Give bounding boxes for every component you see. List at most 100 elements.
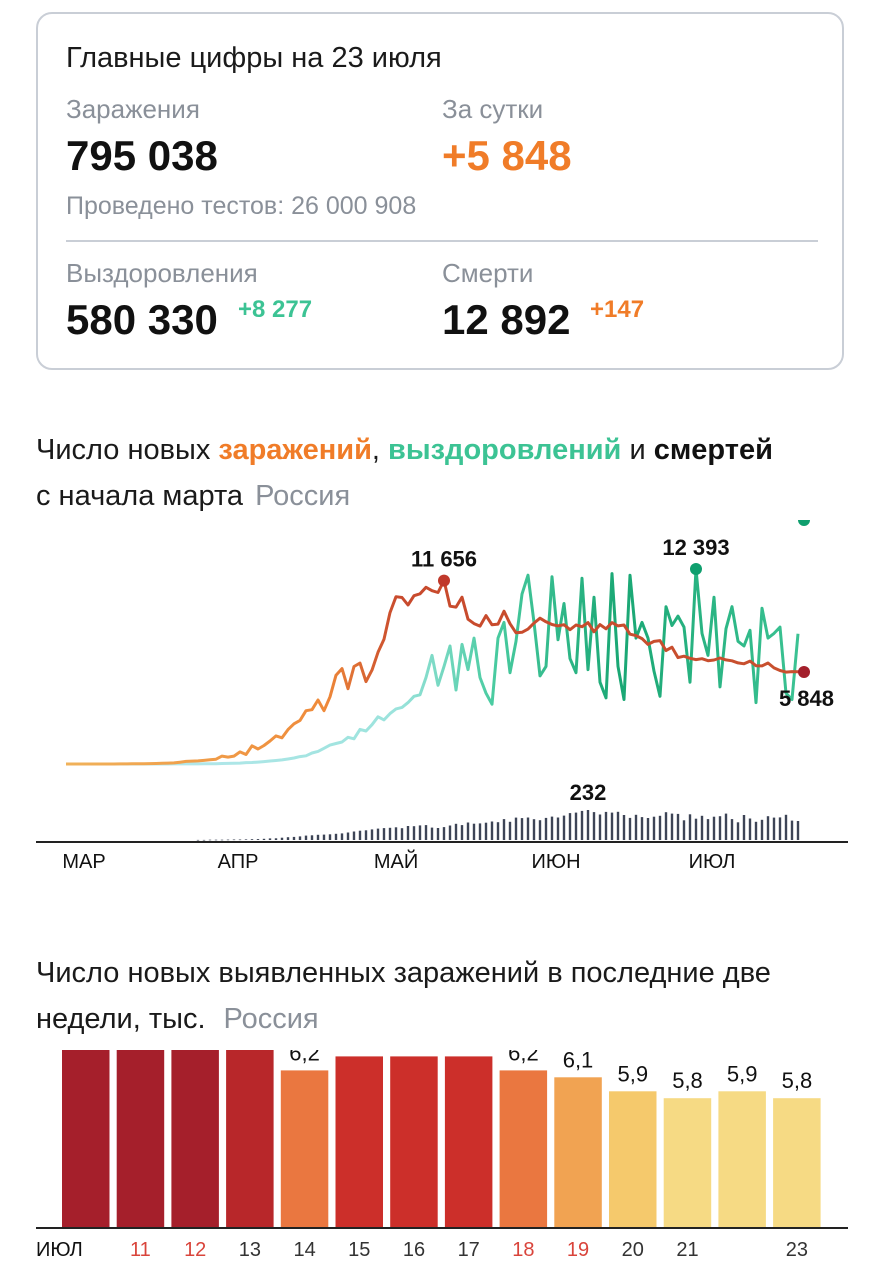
deaths-bar xyxy=(442,827,446,840)
deaths-bar xyxy=(790,820,794,840)
heading-text: Число новых xyxy=(36,434,219,466)
recoveries-peak-marker xyxy=(690,563,702,575)
deaths-bar xyxy=(400,828,404,840)
deaths-bar xyxy=(418,825,422,840)
deaths-bar xyxy=(430,827,434,840)
chart1-heading: Число новых заражений, выздоровлений и с… xyxy=(36,427,773,519)
cases-chart: 11 656 12 393 8 277 5 848 232 147 МАР АПР МАЙ ИЮ… xyxy=(36,520,848,873)
deaths-bar xyxy=(766,816,770,840)
deaths-bar xyxy=(592,812,596,840)
deaths-bar xyxy=(244,839,248,840)
deaths-bar xyxy=(682,820,686,840)
deaths-delta: +147 xyxy=(590,296,645,323)
recoveries-label: Выздоровления xyxy=(66,258,258,288)
deaths-bar xyxy=(586,810,590,840)
day-tick-label: ИЮЛ xyxy=(36,1239,83,1261)
legend-infections: заражений xyxy=(218,434,372,466)
daily-bar xyxy=(335,1056,383,1227)
deaths-bar xyxy=(472,823,476,840)
bar-value-label: 5,9 xyxy=(727,1061,758,1086)
deaths-bar xyxy=(334,833,338,840)
deaths-bar xyxy=(322,834,326,840)
deaths-bar xyxy=(310,835,314,840)
deaths-bar xyxy=(778,817,782,840)
day-tick-label: 20 xyxy=(622,1239,644,1261)
deaths-bar xyxy=(610,812,614,840)
deaths-bar xyxy=(262,838,266,840)
deaths-bar xyxy=(556,817,560,840)
bar-value-label: 5,9 xyxy=(618,1061,649,1086)
deaths-bar xyxy=(580,810,584,840)
deaths-bar xyxy=(208,839,212,841)
infections-peak-marker xyxy=(438,574,450,587)
deaths-bar xyxy=(670,813,674,840)
deaths-bar xyxy=(700,815,704,840)
daily-bar xyxy=(226,1050,274,1227)
day-tick-label: 23 xyxy=(786,1239,808,1261)
deaths-bar xyxy=(478,823,482,840)
month-tick-label: ИЮЛ xyxy=(689,851,736,873)
deaths-bar xyxy=(754,821,758,840)
deaths-bar xyxy=(286,837,290,840)
deaths-label: Смерти xyxy=(442,258,534,288)
bar-value-label: 6,4 xyxy=(399,1050,430,1051)
deaths-bar xyxy=(772,817,776,840)
deaths-bar xyxy=(760,819,764,840)
legend-recoveries: выздоровлений xyxy=(388,434,622,466)
deaths-bar xyxy=(202,839,206,841)
deaths-bar xyxy=(316,834,320,840)
deaths-bar xyxy=(736,822,740,840)
deaths-bar xyxy=(268,838,272,840)
summary-divider xyxy=(66,240,818,242)
deaths-bar xyxy=(382,828,386,840)
month-tick-label: МАЙ xyxy=(374,849,418,873)
day-tick-label: 13 xyxy=(239,1239,261,1261)
deaths-bar xyxy=(658,815,662,840)
deaths-bar xyxy=(544,817,548,840)
deaths-bar xyxy=(226,839,230,841)
infections-last-marker xyxy=(798,665,810,678)
deaths-bar xyxy=(688,814,692,840)
recoveries-last-label: 8 277 xyxy=(779,520,834,525)
daily-bar xyxy=(718,1091,766,1227)
day-tick-label: 14 xyxy=(293,1239,315,1261)
bar-value-label: 5,8 xyxy=(672,1068,703,1093)
deaths-bar xyxy=(406,826,410,840)
daily-bar xyxy=(663,1098,712,1227)
deaths-bar xyxy=(694,818,698,840)
deaths-bar xyxy=(634,814,638,840)
deaths-peak-label: 232 xyxy=(570,780,607,805)
deaths-bar xyxy=(640,817,644,840)
month-tick-label: МАР xyxy=(62,851,105,873)
deaths-bar xyxy=(298,836,302,840)
daily-bar xyxy=(390,1056,438,1227)
deaths-bar xyxy=(628,817,632,840)
deaths-bar xyxy=(256,839,260,840)
deaths-bar xyxy=(394,827,398,840)
deaths-bar xyxy=(448,825,452,840)
daily-bar xyxy=(609,1091,657,1227)
chart2-heading: Число новых выявленных заражений в после… xyxy=(36,950,771,1042)
deaths-bar xyxy=(424,825,428,840)
deaths-bar xyxy=(454,823,458,840)
infections-peak-label: 11 656 xyxy=(411,547,477,572)
daily-bar xyxy=(773,1098,821,1227)
deaths-bar xyxy=(358,830,362,840)
region-label: Россия xyxy=(255,480,351,512)
deaths-bar xyxy=(652,816,656,840)
deaths-bar xyxy=(238,839,242,841)
deaths-bar xyxy=(646,818,650,840)
daily-bar xyxy=(62,1050,110,1227)
deaths-bar xyxy=(304,835,308,840)
daily-bar xyxy=(280,1070,329,1227)
bar-value-label: 6,1 xyxy=(563,1050,594,1072)
recoveries-value: 580 330 xyxy=(66,296,218,343)
deaths-bar xyxy=(622,815,626,840)
deaths-bar xyxy=(562,815,566,840)
daily-bar xyxy=(499,1070,548,1227)
daily-bar xyxy=(116,1050,165,1227)
deaths-bar xyxy=(616,811,620,840)
deaths-bar xyxy=(796,821,800,840)
daily-bar xyxy=(444,1056,493,1227)
deaths-bar xyxy=(214,839,218,841)
